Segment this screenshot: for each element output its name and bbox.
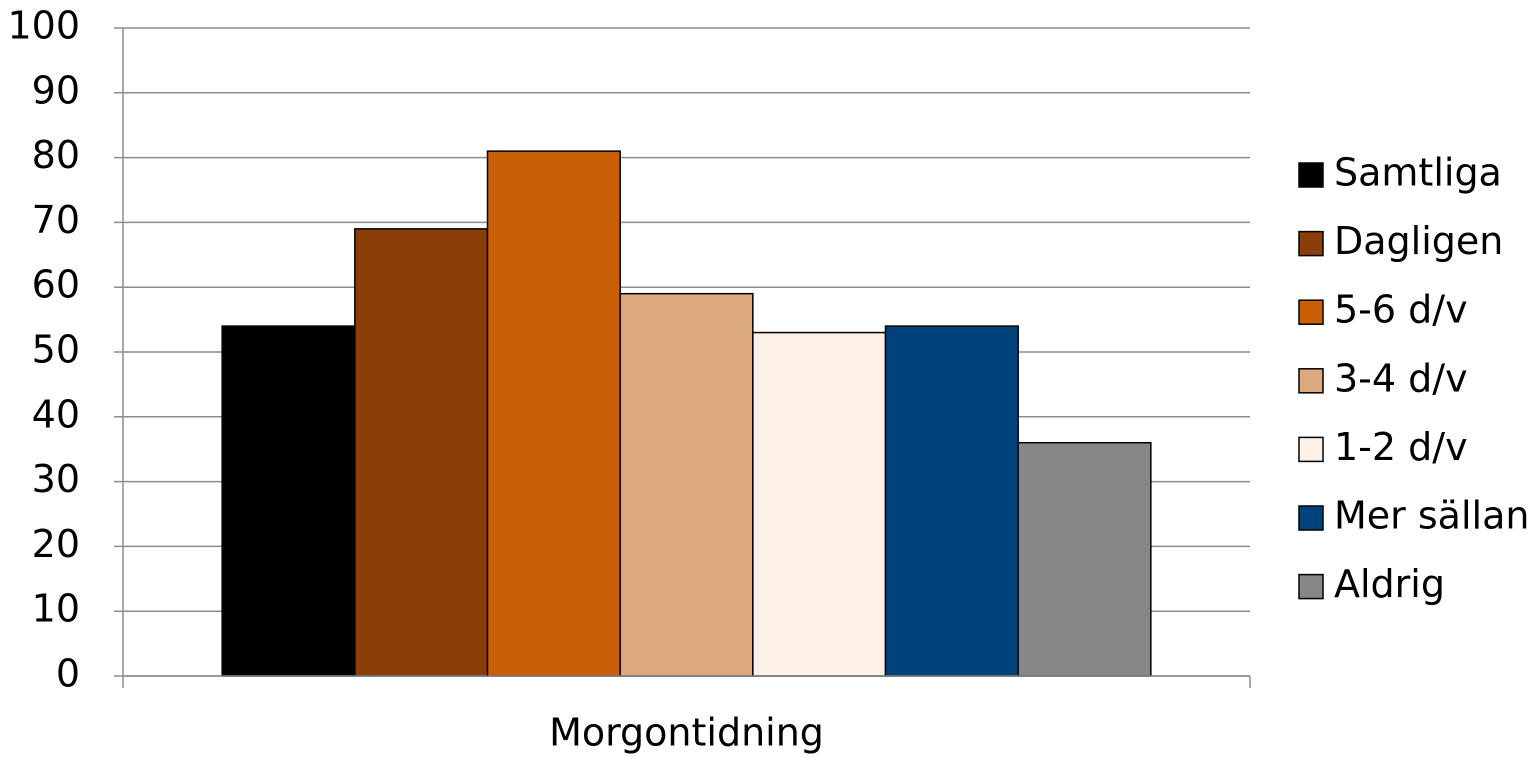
legend-swatch bbox=[1298, 505, 1324, 531]
y-tick-label: 60 bbox=[32, 263, 80, 307]
legend-label: Samtliga bbox=[1334, 151, 1502, 195]
legend-swatch bbox=[1298, 299, 1324, 325]
bar bbox=[221, 325, 356, 677]
legend-swatch bbox=[1298, 573, 1324, 600]
y-tick-label: 90 bbox=[32, 68, 80, 112]
legend-label: 1-2 d/v bbox=[1334, 425, 1468, 469]
y-tick-label: 80 bbox=[32, 133, 80, 177]
y-tick-label: 40 bbox=[32, 392, 80, 436]
y-tick-label: 70 bbox=[32, 198, 80, 242]
legend-label: Mer sällan bbox=[1334, 494, 1529, 538]
bar bbox=[486, 150, 621, 677]
y-tick-label: 20 bbox=[32, 522, 80, 566]
y-tick-label: 100 bbox=[7, 4, 80, 48]
bar bbox=[354, 228, 489, 677]
bar bbox=[752, 331, 887, 677]
legend-swatch bbox=[1298, 368, 1324, 394]
x-tick-label: Morgontidning bbox=[549, 711, 824, 755]
legend-label: 5-6 d/v bbox=[1334, 288, 1468, 332]
bar bbox=[619, 292, 754, 677]
legend-swatch bbox=[1298, 162, 1324, 188]
y-tick-label: 0 bbox=[56, 652, 80, 696]
bar bbox=[1017, 441, 1152, 677]
legend-label: Aldrig bbox=[1334, 562, 1445, 606]
legend-swatch bbox=[1298, 230, 1324, 257]
y-tick-label: 50 bbox=[32, 328, 80, 372]
y-tick-label: 10 bbox=[32, 587, 80, 631]
bar bbox=[884, 325, 1019, 677]
legend-label: 3-4 d/v bbox=[1334, 356, 1468, 400]
y-tick-label: 30 bbox=[32, 457, 80, 501]
legend-swatch bbox=[1298, 436, 1324, 463]
legend-label: Dagligen bbox=[1334, 219, 1503, 263]
